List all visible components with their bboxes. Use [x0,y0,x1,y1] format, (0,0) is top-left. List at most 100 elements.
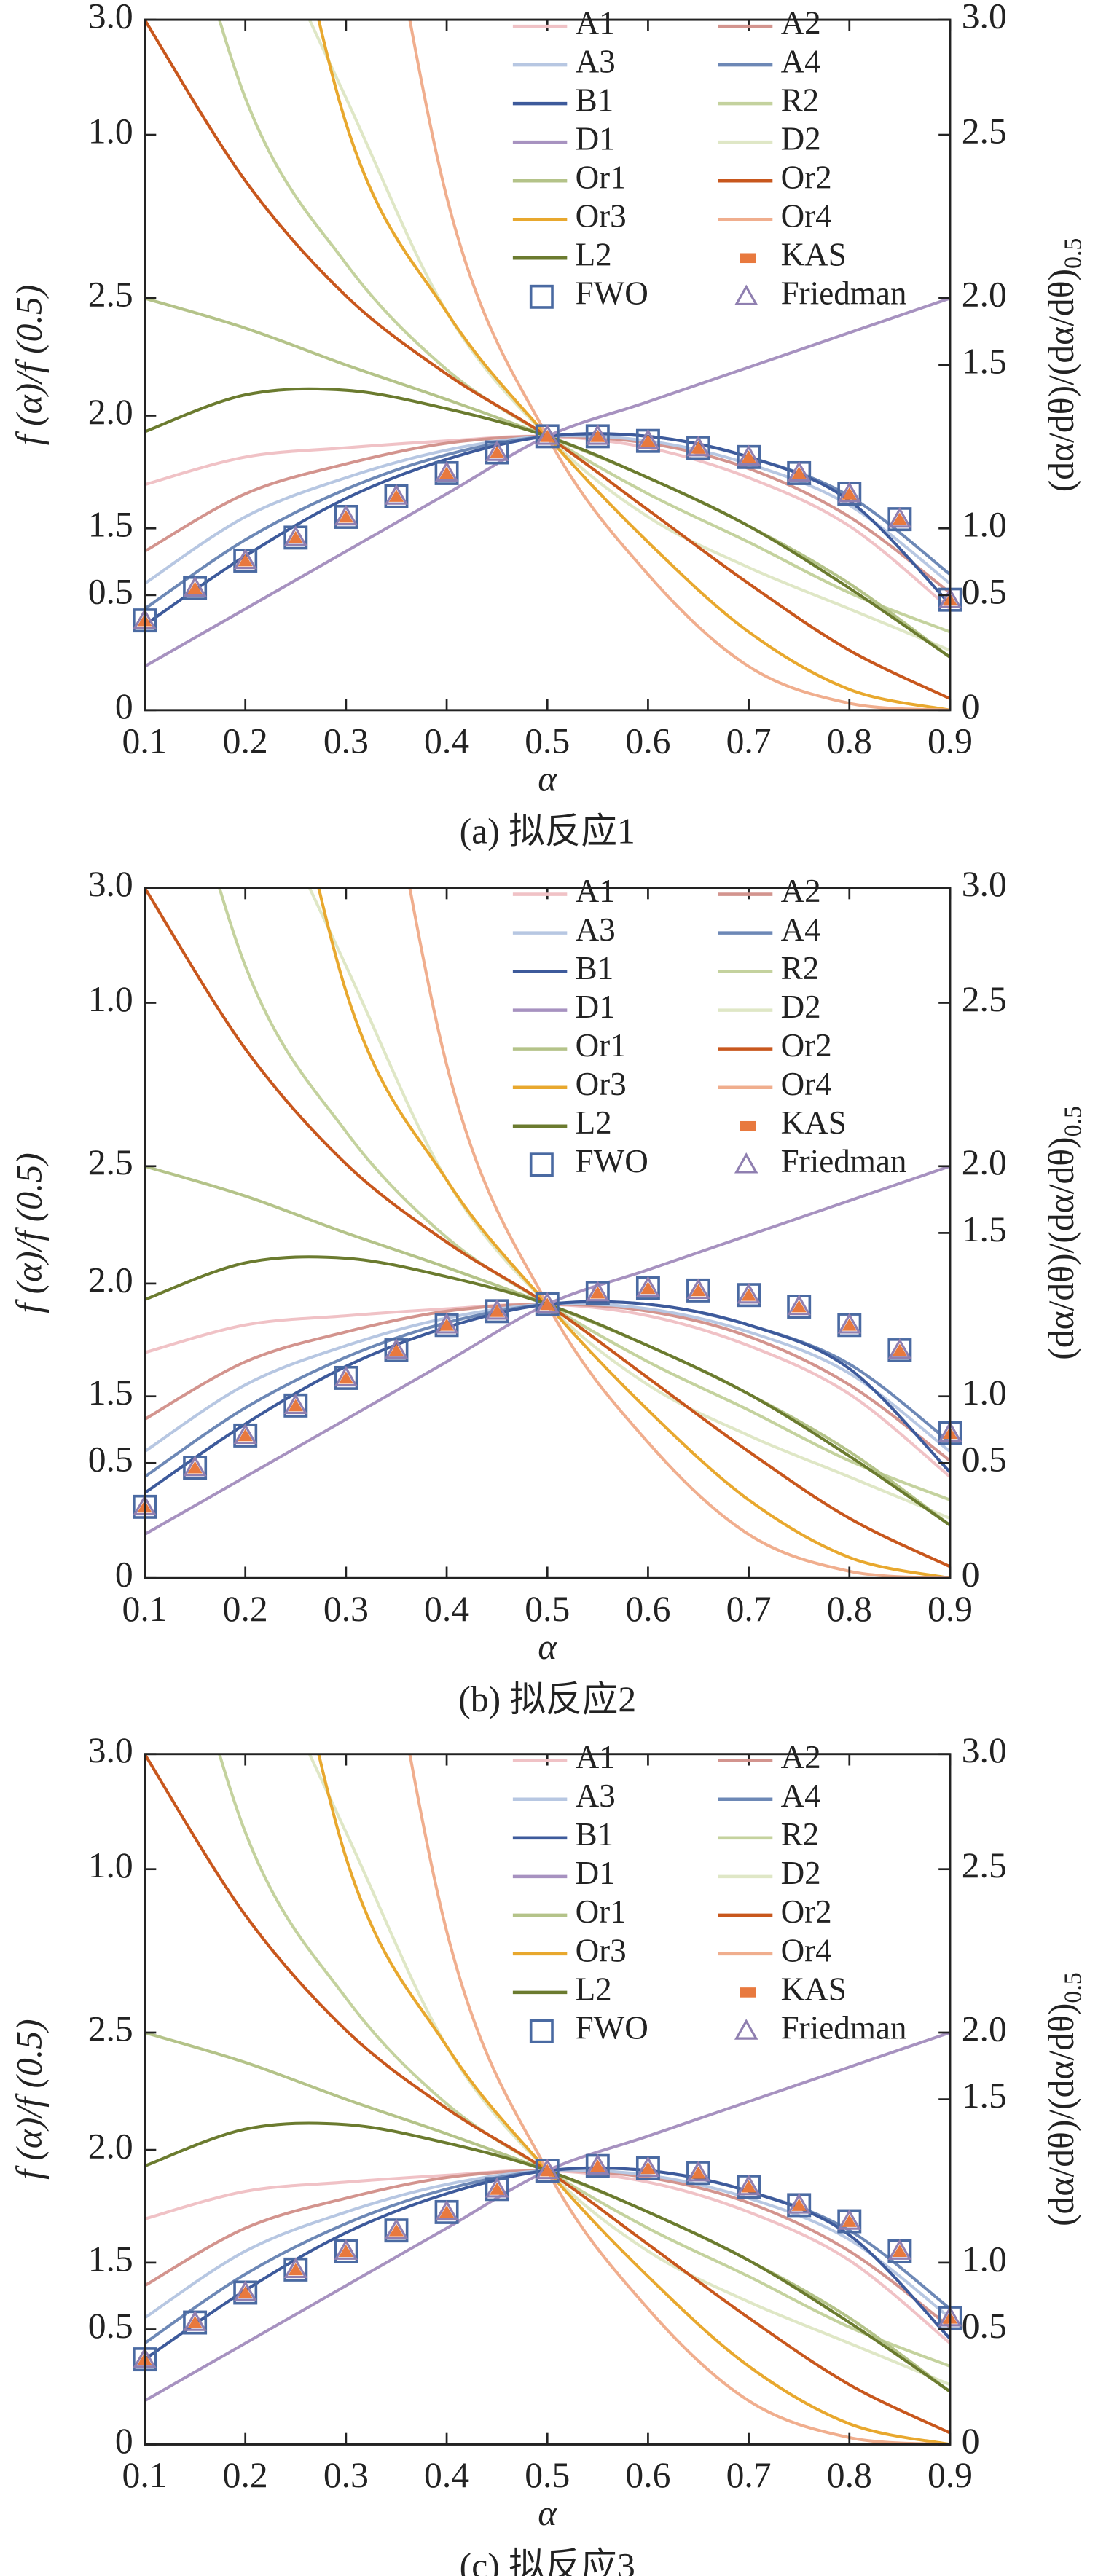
legend-label: FWO [576,2009,648,2046]
legend-label: D1 [576,121,616,157]
y-tick-label: 0 [115,2421,133,2461]
y-tick-label: 1.0 [88,1845,133,1885]
data-point [187,581,203,594]
data-point [540,2164,555,2177]
y2-tick-label: 0 [962,2421,980,2461]
data-point [791,466,807,479]
legend-label: B1 [576,1816,614,1853]
data-point [590,2159,605,2172]
legend-label: Friedman [781,2009,907,2046]
y2-axis-label-main: (dα/dθ)/(dα/dθ) [1041,269,1081,492]
x-tick-label: 0.7 [726,721,772,761]
y-tick-label: 1.0 [88,111,133,151]
legend-label: D2 [781,989,821,1025]
data-point [238,554,253,567]
plot-area [144,20,950,710]
legend-label: B1 [576,950,614,986]
data-point [535,2158,560,2180]
y2-axis-label: (dα/dθ)/(dα/dθ)0.5 [1041,1106,1086,1360]
data-point [384,1338,409,1359]
y2-tick-label: 3.0 [962,864,1007,904]
legend-label: Or2 [781,1027,832,1064]
y-tick-label: 2.5 [88,275,133,315]
x-tick-label: 0.1 [122,721,168,761]
y-tick-label: 0 [115,686,133,726]
data-point [233,548,257,570]
x-tick-label: 0.9 [928,1589,973,1629]
data-point [540,429,555,442]
x-tick-label: 0.1 [122,1589,168,1629]
data-point [640,1281,656,1295]
data-point [187,1461,203,1474]
legend-label: Or3 [576,1066,627,1102]
data-point [233,2280,257,2301]
x-tick-label: 0.7 [726,1589,772,1629]
y-tick-label: 3.0 [88,0,133,36]
y-tick-label: 2.0 [88,1260,133,1300]
data-point [737,1282,761,1304]
curve [144,2121,950,2393]
legend-label: Or4 [781,198,832,235]
legend-label: D2 [781,121,821,157]
y2-tick-label: 0.5 [962,2306,1007,2346]
y2-axis-label-main: (dα/dθ)/(dα/dθ) [1041,1136,1081,1359]
legend-label: KAS [781,237,847,273]
x-tick-label: 0.7 [726,2455,772,2495]
curve [144,297,950,668]
x-tick-label: 0.4 [424,2455,469,2495]
data-point [586,424,610,445]
legend-swatch [734,2019,758,2040]
legend-label: Or4 [781,1066,832,1102]
y-axis-label: f (α)/f (0.5) [9,1152,50,1313]
x-axis-label: α [538,1627,557,1667]
x-tick-label: 0.4 [424,1589,469,1629]
data-point [338,2245,354,2258]
data-point [434,2199,459,2221]
data-point [590,429,605,442]
data-point [636,1276,660,1297]
y-tick-label: 0.5 [88,2306,133,2346]
y-tick-label: 2.0 [88,392,133,432]
data-point [787,460,811,482]
data-point [887,506,912,528]
curve [144,1255,950,1527]
data-point [439,1318,455,1331]
data-point [288,1399,303,1412]
y2-axis-label-sub: 0.5 [1059,238,1086,269]
y2-tick-label: 0.5 [962,571,1007,611]
legend-swatch [740,253,756,264]
legend-label: B1 [576,82,614,119]
legend-label: A4 [781,43,821,79]
y2-tick-label: 1.0 [962,1373,1007,1413]
legend-label: L2 [576,1971,612,2007]
legend-label: Or2 [781,160,832,196]
y2-tick-label: 3.0 [962,0,1007,36]
data-point [686,2160,710,2182]
x-tick-label: 0.9 [928,721,973,761]
y2-tick-label: 1.5 [962,2076,1007,2116]
x-tick-label: 0.8 [827,2455,872,2495]
caption: (a) 拟反应1 [460,812,635,852]
curve [144,387,950,659]
y2-axis-label-sub: 0.5 [1059,1106,1086,1136]
data-point [388,489,404,502]
legend-label: FWO [576,1143,648,1179]
x-tick-label: 0.5 [525,721,570,761]
y-tick-label: 1.5 [88,505,133,545]
data-point [183,576,207,597]
x-tick-label: 0.8 [827,1589,872,1629]
data-point [892,2245,908,2258]
data-point [238,1429,253,1442]
y2-axis-label-sub: 0.5 [1059,1972,1086,2003]
data-point [737,2174,761,2196]
plot-frame [144,18,952,712]
curve [218,20,950,634]
curve [144,2031,950,2393]
data-point [535,1292,560,1313]
legend-label: Or1 [576,1893,627,1930]
legend-label: Friedman [781,1143,907,1179]
y-tick-label: 3.0 [88,1730,133,1770]
data-point [636,428,660,449]
data-point [842,2215,857,2227]
